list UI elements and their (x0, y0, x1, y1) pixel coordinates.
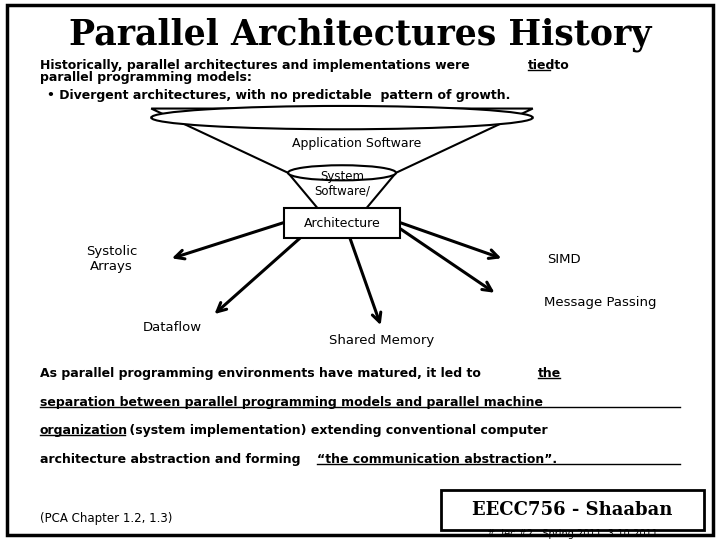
Text: • Divergent architectures, with no predictable  pattern of growth.: • Divergent architectures, with no predi… (47, 89, 510, 102)
Text: the: the (538, 367, 561, 380)
Text: SIMD: SIMD (547, 253, 581, 266)
Text: System
Software/: System Software/ (314, 170, 370, 198)
Text: Parallel Architectures History: Parallel Architectures History (69, 18, 651, 52)
Text: (system implementation) extending conventional computer: (system implementation) extending conven… (125, 424, 547, 437)
Text: organization: organization (40, 424, 127, 437)
Text: EECC756 - Shaaban: EECC756 - Shaaban (472, 501, 672, 519)
Text: parallel programming models:: parallel programming models: (40, 71, 251, 84)
Polygon shape (151, 109, 533, 173)
Text: (PCA Chapter 1.2, 1.3): (PCA Chapter 1.2, 1.3) (40, 512, 172, 525)
Text: Architecture: Architecture (304, 217, 380, 230)
Text: As parallel programming environments have matured, it led to: As parallel programming environments hav… (40, 367, 485, 380)
FancyBboxPatch shape (441, 490, 704, 530)
FancyBboxPatch shape (284, 208, 400, 238)
Text: Message Passing: Message Passing (544, 296, 656, 309)
Ellipse shape (288, 165, 396, 180)
Text: Application Software: Application Software (292, 137, 421, 150)
Text: architecture abstraction and forming: architecture abstraction and forming (40, 453, 305, 466)
Text: Dataflow: Dataflow (143, 321, 202, 334)
Text: Historically, parallel architectures and implementations were: Historically, parallel architectures and… (40, 59, 474, 72)
Text: Shared Memory: Shared Memory (329, 334, 434, 347)
Text: to: to (550, 59, 569, 72)
Ellipse shape (151, 106, 533, 129)
Text: separation between parallel programming models and parallel machine: separation between parallel programming … (40, 396, 543, 409)
Text: tied: tied (528, 59, 555, 72)
Text: “the communication abstraction”.: “the communication abstraction”. (317, 453, 557, 466)
Ellipse shape (322, 209, 362, 218)
Text: Systolic
Arrays: Systolic Arrays (86, 245, 138, 273)
Polygon shape (288, 173, 396, 213)
Text: #  lec #2   Spring 2011  3-10-2011: # lec #2 Spring 2011 3-10-2011 (487, 529, 658, 538)
